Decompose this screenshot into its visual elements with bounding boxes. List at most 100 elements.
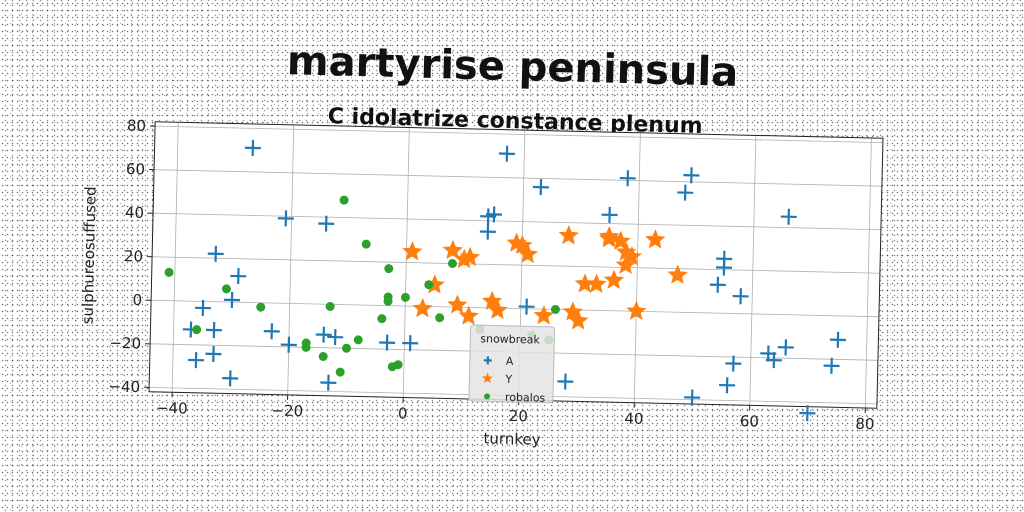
data-point-y [586, 273, 607, 294]
y-gridline [153, 212, 881, 231]
legend-label: robalos [505, 391, 546, 405]
data-point-a [677, 184, 694, 201]
data-point-y [447, 294, 468, 314]
data-point-robalos [435, 313, 445, 323]
data-point-y [667, 264, 688, 284]
data-point-robalos [325, 302, 335, 312]
data-point-a [601, 206, 618, 223]
data-point-y [610, 230, 631, 250]
data-point-a [230, 268, 247, 285]
y-tick-label: −20 [109, 334, 141, 353]
legend-label: Y [504, 373, 512, 386]
data-point-a [829, 331, 846, 348]
y-tick-label: 80 [127, 116, 146, 134]
legend-box [468, 324, 556, 404]
data-point-a [777, 339, 794, 356]
data-point-robalos [342, 343, 352, 353]
data-point-robalos [339, 195, 349, 205]
data-point-a [683, 167, 700, 184]
data-point-a [263, 323, 280, 340]
data-point-y [412, 297, 433, 318]
data-point-y [402, 241, 423, 261]
data-point-a [187, 352, 205, 369]
x-tick-label: 40 [624, 409, 643, 427]
plot-area: −40 −20 0 20 40 60 80 −40 −20 0 20 40 60 80 turnkey sul… [79, 116, 884, 449]
data-point-a [205, 345, 222, 362]
data-point-a [799, 405, 816, 422]
data-point-a [315, 326, 332, 343]
x-tick-label: −40 [156, 399, 188, 418]
data-point-y [626, 300, 647, 321]
y-axis-label: sulphureosuffused [79, 186, 100, 324]
data-point-robalos [447, 259, 457, 269]
data-point-a [327, 329, 344, 346]
x-tick-label: 80 [855, 415, 874, 433]
data-point-a [277, 210, 294, 227]
data-point-y [533, 305, 554, 325]
data-point-a [486, 206, 503, 223]
y-gridline [152, 256, 880, 274]
data-point-y [459, 246, 481, 267]
y-tick-label: 20 [124, 247, 143, 265]
data-point-a [715, 259, 733, 276]
data-point-a [732, 288, 749, 305]
data-point-a [780, 208, 797, 225]
data-point-y [562, 301, 583, 321]
data-point-robalos [400, 292, 410, 302]
data-point-a [725, 355, 742, 372]
data-point-y [558, 225, 579, 245]
y-gridline [154, 169, 882, 187]
data-point-y [482, 290, 503, 311]
data-point-robalos [164, 267, 174, 277]
legend-marker-y [482, 372, 493, 384]
data-point-a [479, 223, 496, 240]
data-point-a [320, 374, 337, 391]
data-point-robalos [424, 280, 434, 290]
y-tick-label: 40 [125, 204, 144, 222]
legend-marker-a [483, 356, 492, 365]
x-tick-label: −20 [271, 401, 303, 420]
data-point-robalos [550, 304, 560, 314]
data-point-robalos [335, 367, 345, 377]
data-point-robalos [377, 314, 387, 324]
data-point-a [518, 298, 535, 315]
series-y [402, 225, 688, 330]
x-axis-label: turnkey [483, 429, 541, 448]
data-point-robalos [192, 325, 202, 335]
data-point-a [719, 377, 736, 394]
y-gridline [155, 125, 883, 144]
data-point-a [402, 335, 419, 352]
legend-label: A [506, 355, 514, 368]
data-point-y [458, 305, 479, 325]
data-point-a [244, 139, 261, 156]
data-point-a [765, 352, 782, 369]
data-point-a [498, 145, 515, 162]
data-point-y [603, 269, 625, 290]
data-point-y [512, 234, 533, 255]
data-point-y [621, 246, 642, 266]
data-point-a [205, 321, 223, 339]
data-point-a [194, 299, 211, 317]
data-point-y [487, 299, 508, 320]
y-gridline [151, 299, 879, 318]
data-point-y [517, 243, 539, 264]
data-point-y [568, 310, 589, 330]
data-point-robalos [361, 239, 371, 249]
y-tick-label: 0 [132, 291, 142, 309]
chart-title: martyrise peninsula [286, 38, 738, 96]
data-point-a [709, 276, 726, 293]
data-point-robalos [256, 302, 266, 312]
data-point-y [442, 239, 463, 260]
data-point-a [379, 334, 396, 351]
data-point-robalos [387, 362, 397, 372]
data-point-a [684, 389, 701, 406]
data-point-a [557, 373, 574, 390]
data-point-robalos [383, 296, 393, 306]
data-point-a [619, 170, 636, 187]
legend-marker-robalos [484, 393, 491, 400]
data-point-a [318, 215, 335, 232]
data-point-a [823, 357, 840, 374]
data-point-a [207, 245, 224, 262]
